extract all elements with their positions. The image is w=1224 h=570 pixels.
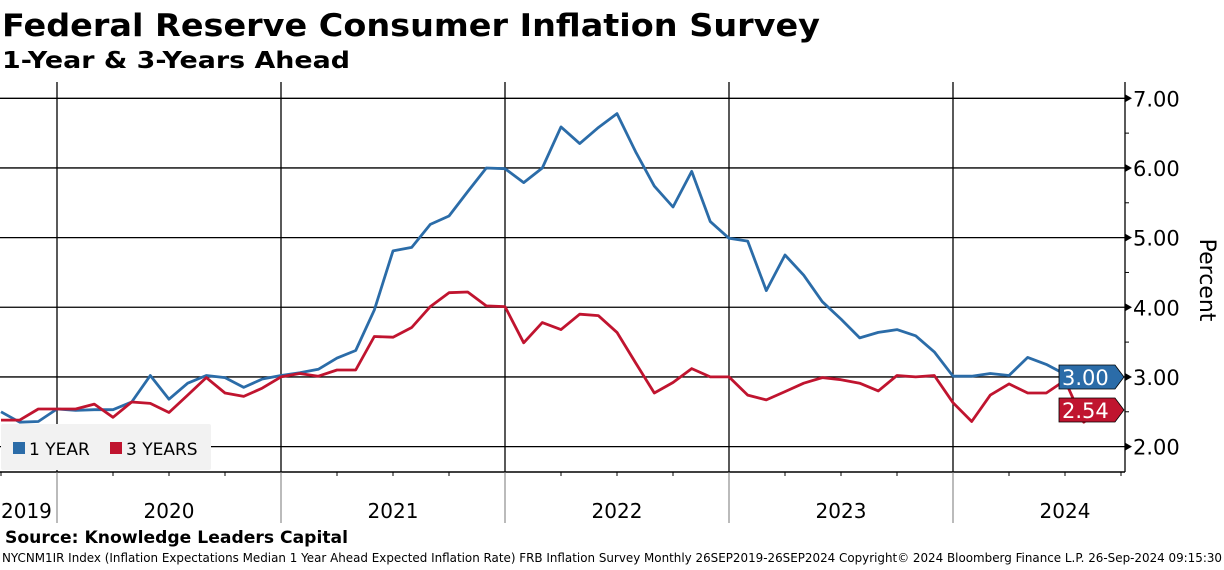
y-tick-arrow [1125,94,1132,103]
x-axis: 2019 2020 2021 2022 2023 2024 [0,471,1125,523]
chart-title: Federal Reserve Consumer Inflation Surve… [2,8,820,44]
y-axis: 7.00 6.00 5.00 4.00 3.00 2.00 [1124,82,1180,472]
y-axis-label: Percent [1194,239,1219,322]
y-tick-label: 2.00 [1133,436,1180,460]
chart-subtitle: 1-Year & 3-Years Ahead [2,48,350,74]
last-value-tag-3-years: 2.54 [1062,399,1109,423]
legend-swatch-1-year [13,442,25,454]
x-tick-label-2024: 2024 [1040,499,1091,523]
last-value-tags: 3.00 2.54 [1058,364,1125,423]
series-line-1-year [0,112,1103,424]
series-lines [0,112,1104,424]
source-text: Source: Knowledge Leaders Capital [5,528,348,548]
last-value-tag-1-year: 3.00 [1062,366,1109,390]
y-tick-arrow [1125,233,1132,242]
last-value-tag-bg [1058,397,1125,423]
y-tick-label: 3.00 [1133,366,1180,390]
legend-label-1-year: 1 YEAR [29,440,90,460]
x-tick-label-2021: 2021 [368,499,419,523]
legend: 1 YEAR 3 YEARS [1,424,211,470]
y-tick-label: 4.00 [1133,296,1180,320]
x-tick-label-2020: 2020 [144,499,195,523]
x-tick-label-2019: 2019 [1,499,52,523]
y-tick-arrow [1125,163,1132,172]
legend-swatch-3-years [110,442,122,454]
series-line-3-years [1,290,1104,424]
x-tick-label-2023: 2023 [816,499,867,523]
y-tick-label: 7.00 [1133,87,1180,111]
legend-label-3-years: 3 YEARS [126,440,198,460]
y-tick-label: 5.00 [1133,227,1180,251]
footer-text: NYCNM1IR Index (Inflation Expectations M… [2,551,1222,565]
y-tick-arrow [1125,372,1132,381]
last-value-tag-bg [1058,364,1125,390]
y-tick-arrow [1125,442,1132,451]
x-tick-label-2022: 2022 [592,499,643,523]
legend-background [1,424,211,470]
y-tick-arrow [1125,303,1132,312]
y-tick-label: 6.00 [1133,157,1180,181]
